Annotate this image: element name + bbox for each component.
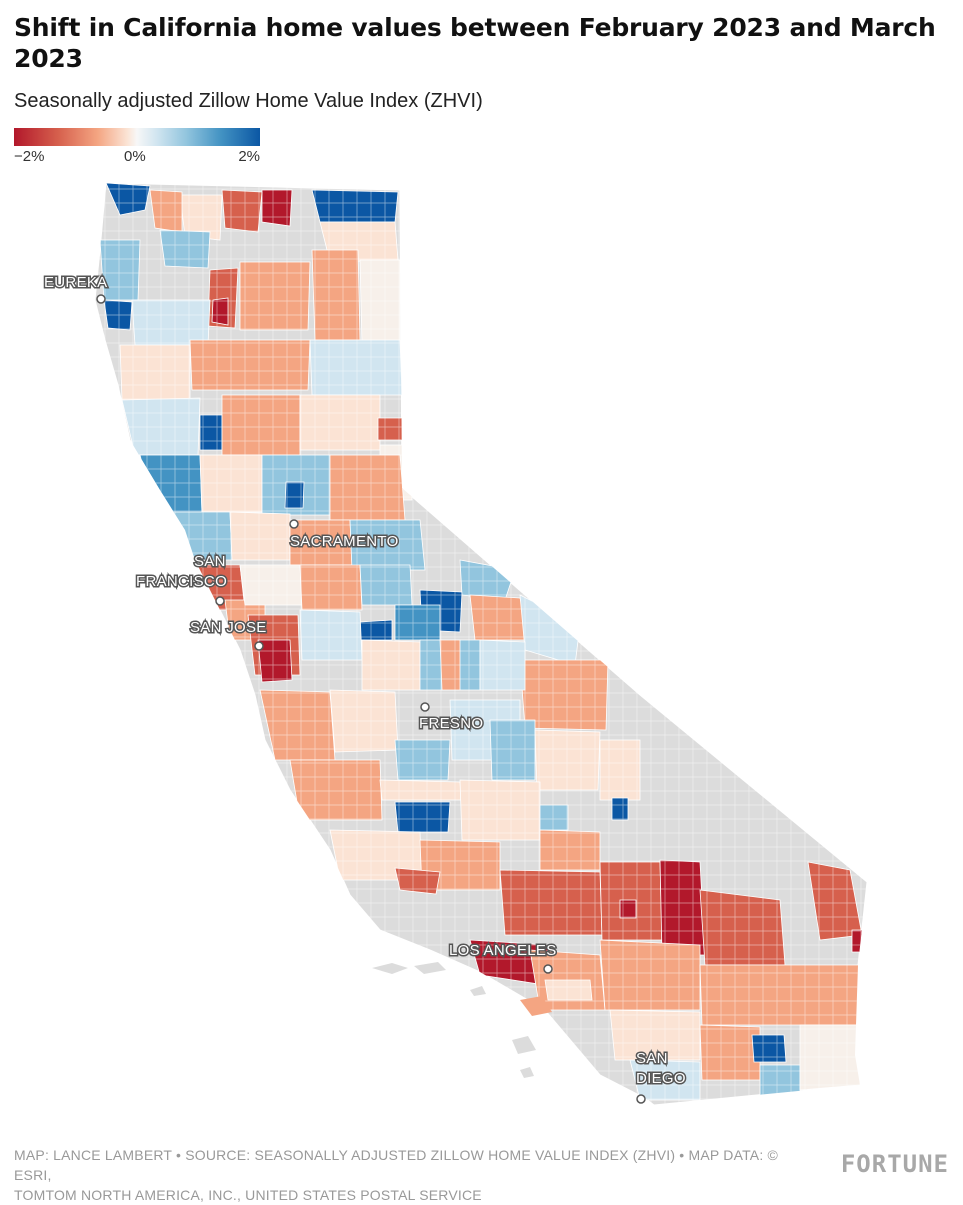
channel-islands bbox=[372, 962, 552, 1078]
city-eureka: EUREKA bbox=[43, 273, 109, 304]
island-shape bbox=[520, 1067, 534, 1078]
legend-mid-label: 0% bbox=[124, 148, 146, 165]
legend-gradient-bar bbox=[14, 128, 260, 146]
city-dot bbox=[215, 596, 225, 606]
city-dot bbox=[254, 641, 264, 651]
city-dot bbox=[289, 519, 299, 529]
city-san-francisco: SAN FRANCISCO bbox=[135, 552, 228, 606]
city-label: LOS ANGELES bbox=[449, 942, 557, 959]
fortune-logo: FORTUNE bbox=[840, 1150, 949, 1178]
island-shape bbox=[372, 963, 408, 974]
city-label: SAN JOSE bbox=[190, 619, 267, 636]
city-label: EUREKA bbox=[44, 274, 108, 291]
city-label-line: DIEGO bbox=[636, 1070, 686, 1087]
map-subtitle: Seasonally adjusted Zillow Home Value In… bbox=[14, 90, 483, 112]
city-label-line: SAN bbox=[636, 1050, 668, 1067]
city-san-jose: SAN JOSE bbox=[189, 618, 268, 651]
map-title: Shift in California home values between … bbox=[14, 13, 936, 73]
city-sacramento: SACRAMENTO bbox=[289, 519, 400, 552]
city-los-angeles: LOS ANGELES bbox=[448, 941, 558, 974]
island-shape bbox=[470, 986, 486, 996]
city-label-line: EUREKA bbox=[44, 274, 108, 291]
city-dot bbox=[543, 964, 553, 974]
city-san-diego: SAN DIEGO bbox=[635, 1049, 687, 1104]
city-label-line: FRANCISCO bbox=[136, 573, 227, 590]
city-label-line: SAN bbox=[194, 553, 226, 570]
city-label: FRESNO bbox=[419, 715, 483, 732]
city-label: SACRAMENTO bbox=[290, 533, 399, 550]
legend-labels: −2% 0% 2% bbox=[14, 146, 260, 166]
city-label-line: LOS ANGELES bbox=[449, 942, 557, 959]
city-dot bbox=[420, 702, 430, 712]
map-credits: MAP: LANCE LAMBERT • SOURCE: SEASONALLY … bbox=[14, 1145, 814, 1205]
city-dot bbox=[96, 294, 106, 304]
city-label: SAN FRANCISCO bbox=[136, 553, 227, 590]
island-shape bbox=[512, 1036, 536, 1054]
credits-line: TOMTOM NORTH AMERICA, INC., UNITED STATE… bbox=[14, 1187, 482, 1203]
legend-min-label: −2% bbox=[14, 148, 45, 165]
california-choropleth-map: EUREKA SACRAMENTO SAN FRANCISCO SAN JOSE … bbox=[43, 182, 868, 1106]
city-label: SAN DIEGO bbox=[636, 1050, 686, 1087]
island-shape bbox=[414, 962, 446, 974]
city-fresno: FRESNO bbox=[418, 702, 485, 734]
city-label-line: SAN JOSE bbox=[190, 619, 267, 636]
color-legend: −2% 0% 2% bbox=[14, 128, 260, 168]
city-label-line: FRESNO bbox=[419, 715, 483, 732]
city-markers: EUREKA SACRAMENTO SAN FRANCISCO SAN JOSE … bbox=[43, 273, 687, 1104]
city-label-line: SACRAMENTO bbox=[290, 533, 399, 550]
credits-line: MAP: LANCE LAMBERT • SOURCE: SEASONALLY … bbox=[14, 1147, 779, 1183]
city-dot bbox=[636, 1094, 646, 1104]
legend-max-label: 2% bbox=[238, 148, 260, 165]
island-shape bbox=[520, 996, 552, 1016]
